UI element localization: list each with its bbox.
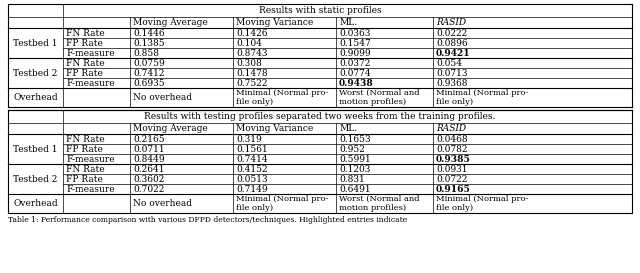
Text: FP Rate: FP Rate: [66, 38, 103, 48]
Text: 0.319: 0.319: [236, 135, 262, 144]
Text: Table 1: Performance comparison with various DFPD detectors/techniques. Highligh: Table 1: Performance comparison with var…: [8, 216, 407, 224]
Text: Minimal (Normal pro-
file only): Minimal (Normal pro- file only): [236, 195, 328, 212]
Text: 0.1385: 0.1385: [133, 38, 164, 48]
Text: FN Rate: FN Rate: [66, 165, 104, 174]
Text: FP Rate: FP Rate: [66, 174, 103, 183]
Text: 0.308: 0.308: [236, 58, 262, 67]
Text: Results with testing profiles separated two weeks from the training profiles.: Results with testing profiles separated …: [144, 112, 496, 121]
Text: 0.7149: 0.7149: [236, 185, 268, 194]
Text: 0.9368: 0.9368: [436, 79, 467, 88]
Text: 0.1653: 0.1653: [339, 135, 371, 144]
Text: 0.0896: 0.0896: [436, 38, 468, 48]
Text: 0.0513: 0.0513: [236, 174, 268, 183]
Text: 0.7414: 0.7414: [236, 155, 268, 164]
Text: 0.0711: 0.0711: [133, 144, 164, 153]
Text: No overhead: No overhead: [133, 93, 192, 102]
Text: FP Rate: FP Rate: [66, 144, 103, 153]
Text: Overhead: Overhead: [13, 199, 58, 208]
Text: 0.0222: 0.0222: [436, 28, 467, 37]
Text: Moving Variance: Moving Variance: [236, 124, 313, 133]
Text: 0.0759: 0.0759: [133, 58, 164, 67]
Text: 0.952: 0.952: [339, 144, 365, 153]
Text: 0.6935: 0.6935: [133, 79, 164, 88]
Text: 0.0372: 0.0372: [339, 58, 371, 67]
Text: F-measure: F-measure: [66, 79, 115, 88]
Text: Testbed 2: Testbed 2: [13, 69, 58, 78]
Text: 0.8743: 0.8743: [236, 49, 268, 58]
Text: Worst (Normal and
motion profiles): Worst (Normal and motion profiles): [339, 89, 420, 106]
Text: 0.0774: 0.0774: [339, 69, 371, 78]
Text: 0.831: 0.831: [339, 174, 365, 183]
Text: Testbed 1: Testbed 1: [13, 38, 58, 48]
Text: F-measure: F-measure: [66, 155, 115, 164]
Text: 0.4152: 0.4152: [236, 165, 268, 174]
Text: Testbed 1: Testbed 1: [13, 144, 58, 153]
Text: 0.1426: 0.1426: [236, 28, 268, 37]
Text: 0.8449: 0.8449: [133, 155, 164, 164]
Text: Minimal (Normal pro-
file only): Minimal (Normal pro- file only): [436, 89, 529, 106]
Text: 0.2641: 0.2641: [133, 165, 164, 174]
Text: 0.0468: 0.0468: [436, 135, 468, 144]
Text: ML.: ML.: [339, 124, 357, 133]
Text: 0.1547: 0.1547: [339, 38, 371, 48]
Text: 0.7522: 0.7522: [236, 79, 268, 88]
Text: 0.1478: 0.1478: [236, 69, 268, 78]
Text: FN Rate: FN Rate: [66, 135, 104, 144]
Text: 0.3602: 0.3602: [133, 174, 164, 183]
Text: 0.0722: 0.0722: [436, 174, 467, 183]
Text: 0.7412: 0.7412: [133, 69, 164, 78]
Text: Minimal (Normal pro-
file only): Minimal (Normal pro- file only): [436, 195, 529, 212]
Text: Minimal (Normal pro-
file only): Minimal (Normal pro- file only): [236, 89, 328, 106]
Text: 0.054: 0.054: [436, 58, 462, 67]
Text: 0.104: 0.104: [236, 38, 262, 48]
Text: 0.0713: 0.0713: [436, 69, 467, 78]
Text: Moving Average: Moving Average: [133, 18, 208, 27]
Text: 0.9385: 0.9385: [436, 155, 471, 164]
Text: Overhead: Overhead: [13, 93, 58, 102]
Text: 0.9165: 0.9165: [436, 185, 471, 194]
Text: RASID: RASID: [436, 18, 466, 27]
Text: Testbed 2: Testbed 2: [13, 174, 58, 183]
Text: 0.2165: 0.2165: [133, 135, 164, 144]
Text: 0.858: 0.858: [133, 49, 159, 58]
Text: F-measure: F-measure: [66, 49, 115, 58]
Text: Worst (Normal and
motion profiles): Worst (Normal and motion profiles): [339, 195, 420, 212]
Text: No overhead: No overhead: [133, 199, 192, 208]
Text: FN Rate: FN Rate: [66, 28, 104, 37]
Text: 0.9099: 0.9099: [339, 49, 371, 58]
Text: 0.1446: 0.1446: [133, 28, 164, 37]
Text: 0.7022: 0.7022: [133, 185, 164, 194]
Text: 0.0782: 0.0782: [436, 144, 467, 153]
Text: 0.0931: 0.0931: [436, 165, 467, 174]
Text: FP Rate: FP Rate: [66, 69, 103, 78]
Text: 0.1561: 0.1561: [236, 144, 268, 153]
Text: Moving Variance: Moving Variance: [236, 18, 313, 27]
Text: ML.: ML.: [339, 18, 357, 27]
Text: 0.1203: 0.1203: [339, 165, 371, 174]
Text: 0.9438: 0.9438: [339, 79, 374, 88]
Text: 0.5991: 0.5991: [339, 155, 371, 164]
Text: F-measure: F-measure: [66, 185, 115, 194]
Text: Moving Average: Moving Average: [133, 124, 208, 133]
Text: Results with static profiles: Results with static profiles: [259, 6, 381, 15]
Text: 0.6491: 0.6491: [339, 185, 371, 194]
Text: RASID: RASID: [436, 124, 466, 133]
Text: 0.9421: 0.9421: [436, 49, 470, 58]
Text: 0.0363: 0.0363: [339, 28, 371, 37]
Text: FN Rate: FN Rate: [66, 58, 104, 67]
